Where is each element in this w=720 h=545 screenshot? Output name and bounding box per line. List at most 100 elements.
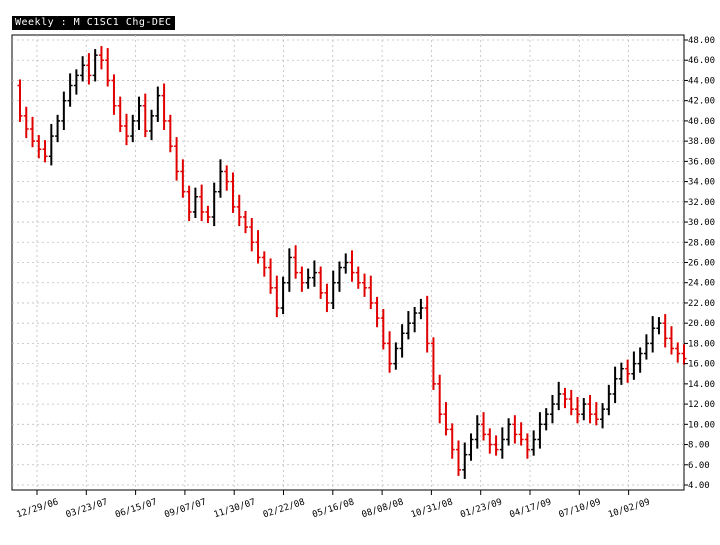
ohlc-bar xyxy=(537,412,543,449)
ohlc-bar xyxy=(293,245,299,279)
ohlc-bar xyxy=(380,309,386,350)
ohlc-bar xyxy=(430,337,436,390)
ohlc-bar xyxy=(336,261,342,292)
ohlc-bar xyxy=(418,298,424,320)
ohlc-bar xyxy=(92,49,98,82)
ohlc-bar xyxy=(668,326,674,355)
ohlc-bar xyxy=(230,172,236,213)
ohlc-bar xyxy=(449,423,455,459)
ohlc-bar xyxy=(487,428,493,454)
ohlc-bar xyxy=(161,83,167,131)
ohlc-bar xyxy=(606,384,612,416)
ohlc-bar xyxy=(180,159,186,198)
y-tick-label: 40.00 xyxy=(688,117,715,127)
ohlc-bar xyxy=(462,442,468,479)
ohlc-bar xyxy=(324,283,330,313)
ohlc-bar xyxy=(656,317,662,335)
ohlc-bar xyxy=(543,408,549,431)
ohlc-bar xyxy=(268,258,274,294)
x-tick-label: 04/17/09 xyxy=(508,497,552,520)
ohlc-bar xyxy=(518,422,524,446)
ohlc-bar xyxy=(55,114,61,143)
ohlc-bar xyxy=(117,96,123,133)
ohlc-bar xyxy=(48,123,54,166)
ohlc-bar xyxy=(142,93,148,138)
y-tick-label: 28.00 xyxy=(688,238,715,248)
ohlc-bar xyxy=(405,311,411,340)
ohlc-bar xyxy=(318,266,324,299)
ohlc-bar xyxy=(330,270,336,310)
ohlc-bar xyxy=(474,415,480,449)
ohlc-bar xyxy=(637,347,643,373)
y-tick-label: 46.00 xyxy=(688,56,715,66)
ohlc-bar xyxy=(305,268,311,289)
y-tick-label: 6.00 xyxy=(688,461,710,471)
ohlc-bar xyxy=(593,402,599,426)
ohlc-bar xyxy=(167,114,173,153)
x-tick-label: 06/15/07 xyxy=(114,497,158,520)
ohlc-bar xyxy=(524,433,530,459)
ohlc-bar xyxy=(17,79,23,122)
ohlc-bar xyxy=(562,387,568,409)
ohlc-bar xyxy=(355,266,361,289)
x-tick-label: 10/31/08 xyxy=(410,497,454,520)
ohlc-bar xyxy=(506,418,512,446)
ohlc-bar xyxy=(481,412,487,441)
ohlc-bar xyxy=(437,374,443,424)
ohlc-bar xyxy=(130,114,136,143)
ohlc-bar xyxy=(374,296,380,328)
ohlc-bar xyxy=(123,113,129,146)
y-tick-label: 44.00 xyxy=(688,76,715,86)
ohlc-bar xyxy=(249,218,255,252)
x-tick-label: 02/22/08 xyxy=(262,497,306,520)
ohlc-bar xyxy=(299,266,305,292)
ohlc-bar xyxy=(261,251,267,277)
ohlc-bar xyxy=(581,398,587,421)
ohlc-bar xyxy=(424,295,430,353)
ohlc-bar xyxy=(255,230,261,264)
ohlc-bar xyxy=(368,275,374,310)
ohlc-bar xyxy=(192,187,198,218)
ohlc-bar xyxy=(280,276,286,315)
ohlc-bar xyxy=(387,331,393,373)
ohlc-bar xyxy=(362,273,368,297)
y-tick-label: 22.00 xyxy=(688,299,715,309)
ohlc-bar xyxy=(174,137,180,181)
ohlc-bar xyxy=(575,397,581,424)
ohlc-bar xyxy=(650,316,656,353)
ohlc-bar xyxy=(61,91,67,131)
grid xyxy=(11,34,685,491)
ohlc-bar xyxy=(399,324,405,358)
ohlc-bar xyxy=(568,389,574,416)
ohlc-bar xyxy=(42,140,48,163)
y-tick-label: 38.00 xyxy=(688,137,715,147)
ohlc-bar xyxy=(662,314,668,348)
x-tick-label: 03/23/07 xyxy=(65,497,109,520)
x-tick-label: 08/08/08 xyxy=(361,497,405,520)
ohlc-bar xyxy=(205,205,211,224)
ohlc-bar xyxy=(243,210,249,234)
y-tick-label: 14.00 xyxy=(688,380,715,390)
ohlc-bar xyxy=(549,394,555,424)
ohlc-bar xyxy=(600,403,606,429)
y-tick-label: 42.00 xyxy=(688,97,715,107)
ohlc-bar xyxy=(86,53,92,85)
ohlc-bar xyxy=(105,48,111,87)
ohlc-bar xyxy=(36,135,42,159)
ohlc-bar xyxy=(512,415,518,444)
y-tick-label: 48.00 xyxy=(688,36,715,46)
y-tick-label: 34.00 xyxy=(688,178,715,188)
ohlc-bar xyxy=(618,362,624,385)
ohlc-bar xyxy=(211,182,217,227)
x-tick-label: 07/10/09 xyxy=(558,497,602,520)
ohlc-bar xyxy=(412,307,418,333)
ohlc-bar xyxy=(625,359,631,383)
ohlc-bar xyxy=(643,334,649,360)
ohlc-bar xyxy=(443,402,449,436)
ohlc-bar xyxy=(67,73,73,107)
x-tick-label: 09/07/07 xyxy=(163,497,207,520)
ohlc-bar xyxy=(80,56,86,82)
ohlc-bar xyxy=(111,74,117,115)
ohlc-bar xyxy=(274,275,280,318)
